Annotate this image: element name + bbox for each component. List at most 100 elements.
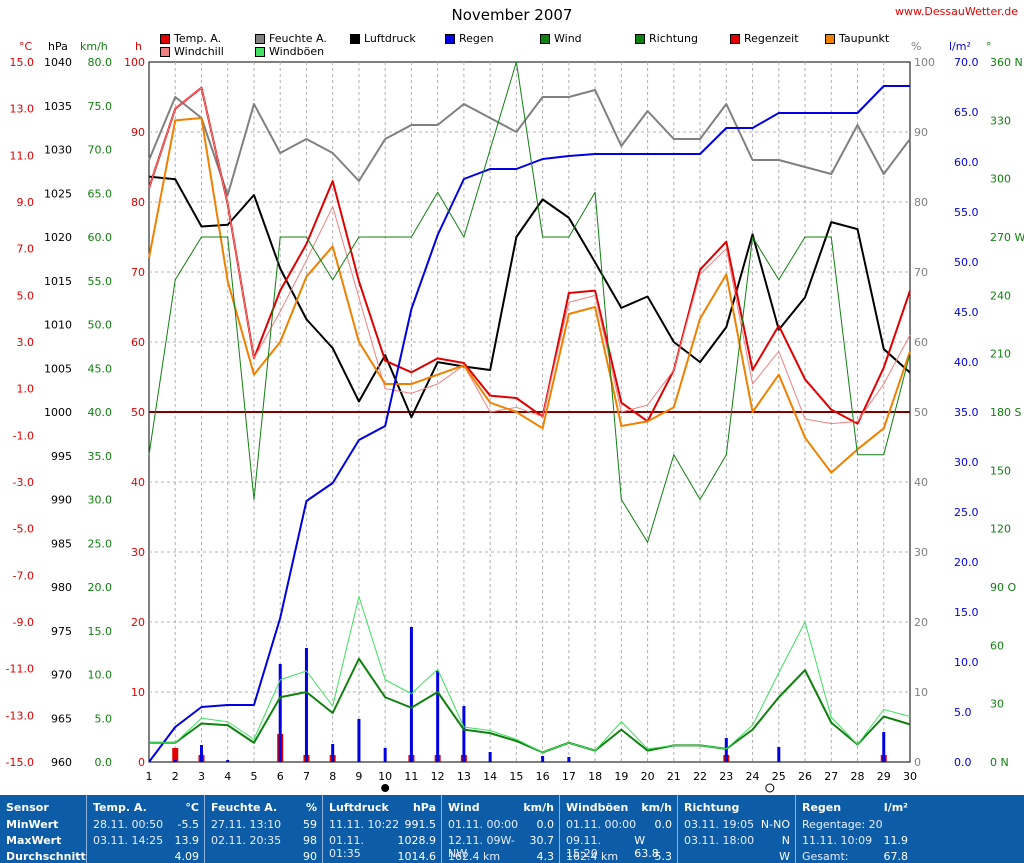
humidity-tick-label: 10 [914, 686, 928, 699]
stats-row-left: 01.11. 01:35 [329, 834, 364, 860]
hours-tick-label: 100 [124, 56, 145, 69]
pressure-tick-label: 960 [51, 756, 72, 769]
pressure-tick-label: 970 [51, 669, 72, 682]
wind-tick-label: 75.0 [88, 100, 113, 113]
stats-row-right: W 63.8 [634, 834, 659, 860]
temp-tick-label: 5.0 [17, 289, 35, 302]
wind-tick-label: 30.0 [88, 494, 113, 507]
wind-tick-label: 40.0 [88, 406, 113, 419]
hours-tick-label: 90 [131, 126, 145, 139]
legend-swatch [540, 33, 550, 44]
x-tick-label: 25 [772, 770, 786, 783]
pressure-tick-label: 1025 [44, 187, 72, 200]
stats-row: 03.11. 14:25 13.9 [93, 834, 199, 847]
x-tick-label: 18 [588, 770, 602, 783]
direction-tick-label: 30 [990, 698, 1004, 711]
stats-panel-unit: °C [185, 801, 199, 814]
legend-swatch [635, 33, 645, 44]
stats-panel-title: Wind [448, 801, 480, 814]
stats-row-left: 27.11. 13:10 [211, 818, 282, 831]
stats-panel-unit: hPa [412, 801, 436, 814]
rain-unit-label: l/m² [949, 40, 971, 53]
pressure-tick-label: 965 [51, 712, 72, 725]
x-tick-label: 16 [536, 770, 550, 783]
stats-panel-header: Temp. A. °C [93, 801, 199, 814]
x-tick-label: 30 [903, 770, 917, 783]
direction-unit-label: ° [986, 40, 992, 53]
stats-row-left: 03.11. 18:00 [684, 834, 755, 847]
wind-tick-label: 0.0 [95, 756, 113, 769]
temp-tick-label: 13.0 [10, 103, 35, 116]
rain-tick-label: 55.0 [954, 206, 979, 219]
pressure-tick-label: 1015 [44, 275, 72, 288]
wind-tick-label: 70.0 [88, 144, 113, 157]
wind-tick-label: 80.0 [88, 56, 113, 69]
legend-label: Wind [554, 32, 582, 45]
wind-tick-label: 15.0 [88, 625, 113, 638]
direction-tick-label: 210 [990, 348, 1011, 361]
stats-panel-unit: km/h [641, 801, 672, 814]
legend-swatch [445, 33, 455, 44]
wind-tick-label: 65.0 [88, 187, 113, 200]
stats-row-avg-label: Durchschnitt [6, 850, 86, 863]
temp-tick-label: -15.0 [6, 756, 34, 769]
stats-panel-header: Luftdruck hPa [329, 801, 436, 814]
x-tick-label: 2 [172, 770, 179, 783]
temp-tick-label: -3.0 [13, 476, 34, 489]
x-tick-label: 15 [509, 770, 523, 783]
stats-panel-header: Windböen km/h [566, 801, 672, 814]
series-line-windchill [148, 87, 911, 425]
rain-bar [199, 745, 203, 762]
stats-panel: Wind km/h 01.11. 00:00 0.0 12.11. 09W-NW 30.7… [441, 795, 560, 863]
stats-row-right: 98 [303, 834, 317, 847]
stats-row-max-label: MaxWert [6, 834, 62, 847]
temp-tick-label: 3.0 [17, 336, 35, 349]
stats-panel-header: Feuchte A.% [211, 801, 317, 814]
hours-tick-label: 60 [131, 336, 145, 349]
humidity-tick-label: 30 [914, 546, 928, 559]
weather-chart: 15.013.011.09.07.05.03.01.0-1.0-3.0-5.0-… [6, 56, 1024, 793]
full-moon-icon [765, 783, 775, 793]
legend-label: Windchill [174, 45, 224, 58]
rain-bar [488, 752, 492, 762]
stats-row-right: N [781, 834, 790, 847]
humidity-tick-label: 90 [914, 126, 928, 139]
legend-swatch [160, 33, 170, 44]
x-tick-label: 21 [667, 770, 681, 783]
rain-tick-label: 45.0 [954, 306, 979, 319]
temp-tick-label: -7.0 [13, 569, 34, 582]
temp-tick-label: 1.0 [17, 383, 35, 396]
stats-row-left: Gesamt: [802, 850, 849, 863]
stats-panel: Luftdruck hPa 11.11. 10:22 991.5 01.11. 01:3… [322, 795, 442, 863]
stats-row: 4.09 [93, 850, 200, 863]
stats-panel-title: Feuchte A. [211, 801, 278, 814]
x-tick-label: 29 [877, 770, 891, 783]
rain-tick-label: 40.0 [954, 356, 979, 369]
stats-panel-unit: % [305, 801, 317, 814]
legend-label: Richtung [649, 32, 698, 45]
rain-tick-label: 60.0 [954, 156, 979, 169]
site-link[interactable]: www.DessauWetter.de [894, 5, 1018, 18]
rain-tick-label: 20.0 [954, 556, 979, 569]
stats-row-right: 4.09 [174, 850, 200, 863]
rain-bar [436, 671, 440, 762]
stats-row: 162.4 km 4.3 [448, 850, 554, 863]
stats-row-left: 162.4 km [566, 850, 619, 863]
direction-tick-label: 60 [990, 639, 1004, 652]
stats-row-left: 11.11. 10:22 [329, 818, 400, 831]
stats-row-right: 67.8 [883, 850, 909, 863]
wind-tick-label: 50.0 [88, 319, 113, 332]
stats-row: 28.11. 00:50 -5.5 [93, 818, 199, 831]
legend-swatch [730, 33, 740, 44]
series-line-regen [148, 85, 910, 763]
wind-tick-label: 55.0 [88, 275, 113, 288]
direction-tick-label: 0 N [990, 756, 1009, 769]
wind-tick-label: 10.0 [88, 669, 113, 682]
temp-tick-label: -9.0 [13, 616, 34, 629]
rain-tick-label: 50.0 [954, 256, 979, 269]
stats-row: 09.11. 15:20 W 63.8 [566, 834, 672, 860]
legend-item: Windböen [255, 45, 324, 58]
hours-tick-label: 0 [138, 756, 145, 769]
pressure-tick-label: 995 [51, 450, 72, 463]
stats-panel-unit: km/h [523, 801, 554, 814]
